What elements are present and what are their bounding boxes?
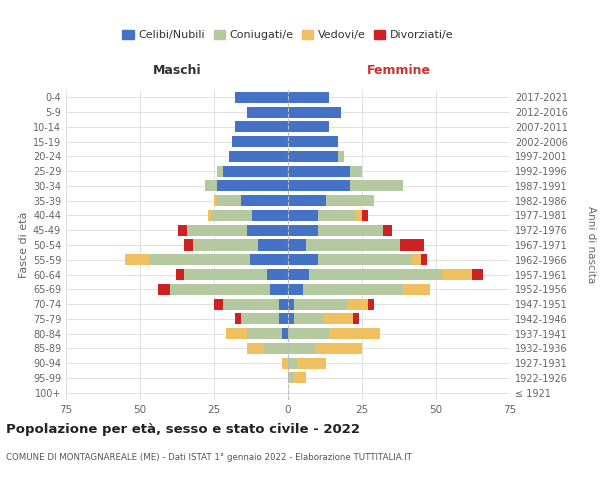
Bar: [317, 224, 383, 236]
Bar: [217, 166, 223, 176]
Bar: [235, 92, 288, 103]
Text: Anni di nascita: Anni di nascita: [586, 206, 596, 284]
Bar: [232, 136, 288, 147]
Bar: [400, 240, 424, 250]
Bar: [297, 358, 326, 368]
Bar: [353, 314, 359, 324]
Bar: [184, 269, 267, 280]
Bar: [288, 136, 338, 147]
Text: Femmine: Femmine: [367, 64, 431, 78]
Bar: [282, 328, 288, 339]
Bar: [288, 298, 294, 310]
Bar: [288, 314, 294, 324]
Bar: [347, 298, 368, 310]
Bar: [350, 166, 362, 176]
Bar: [329, 328, 380, 339]
Bar: [288, 328, 329, 339]
Bar: [214, 298, 223, 310]
Bar: [247, 106, 288, 118]
Bar: [288, 254, 317, 266]
Bar: [294, 372, 306, 384]
Bar: [125, 254, 149, 266]
Text: Popolazione per età, sesso e stato civile - 2022: Popolazione per età, sesso e stato civil…: [6, 422, 360, 436]
Bar: [226, 328, 247, 339]
Bar: [223, 298, 279, 310]
Bar: [214, 195, 217, 206]
Bar: [442, 269, 472, 280]
Bar: [279, 298, 288, 310]
Bar: [187, 224, 247, 236]
Bar: [235, 122, 288, 132]
Bar: [259, 240, 288, 250]
Bar: [265, 343, 288, 354]
Bar: [184, 240, 193, 250]
Bar: [267, 269, 288, 280]
Bar: [288, 343, 314, 354]
Bar: [288, 372, 294, 384]
Bar: [421, 254, 427, 266]
Bar: [158, 284, 170, 295]
Bar: [362, 210, 368, 221]
Bar: [412, 254, 421, 266]
Text: COMUNE DI MONTAGNAREALE (ME) - Dati ISTAT 1° gennaio 2022 - Elaborazione TUTTITA: COMUNE DI MONTAGNAREALE (ME) - Dati ISTA…: [6, 452, 412, 462]
Bar: [178, 224, 187, 236]
Bar: [288, 151, 338, 162]
Bar: [149, 254, 250, 266]
Bar: [229, 151, 288, 162]
Bar: [288, 106, 341, 118]
Bar: [472, 269, 484, 280]
Bar: [288, 240, 306, 250]
Text: Maschi: Maschi: [152, 64, 202, 78]
Bar: [288, 284, 303, 295]
Bar: [288, 210, 317, 221]
Bar: [288, 269, 309, 280]
Bar: [368, 298, 374, 310]
Bar: [294, 314, 323, 324]
Bar: [205, 180, 217, 192]
Bar: [208, 210, 211, 221]
Bar: [282, 358, 288, 368]
Bar: [288, 224, 317, 236]
Bar: [247, 224, 288, 236]
Bar: [303, 284, 403, 295]
Bar: [279, 314, 288, 324]
Bar: [241, 314, 279, 324]
Bar: [241, 195, 288, 206]
Bar: [270, 284, 288, 295]
Bar: [235, 314, 241, 324]
Bar: [314, 343, 362, 354]
Bar: [211, 210, 253, 221]
Bar: [306, 240, 400, 250]
Bar: [288, 358, 297, 368]
Y-axis label: Fasce di età: Fasce di età: [19, 212, 29, 278]
Bar: [193, 240, 259, 250]
Bar: [323, 314, 353, 324]
Bar: [356, 210, 362, 221]
Bar: [217, 195, 241, 206]
Bar: [317, 210, 356, 221]
Bar: [176, 269, 184, 280]
Bar: [288, 92, 329, 103]
Bar: [326, 195, 374, 206]
Bar: [250, 254, 288, 266]
Bar: [223, 166, 288, 176]
Bar: [253, 210, 288, 221]
Legend: Celibi/Nubili, Coniugati/e, Vedovi/e, Divorziati/e: Celibi/Nubili, Coniugati/e, Vedovi/e, Di…: [120, 28, 456, 42]
Bar: [350, 180, 403, 192]
Bar: [288, 166, 350, 176]
Bar: [288, 180, 350, 192]
Bar: [294, 298, 347, 310]
Bar: [288, 195, 326, 206]
Bar: [317, 254, 412, 266]
Bar: [247, 328, 282, 339]
Bar: [288, 122, 329, 132]
Bar: [170, 284, 270, 295]
Bar: [403, 284, 430, 295]
Bar: [247, 343, 265, 354]
Bar: [217, 180, 288, 192]
Bar: [338, 151, 344, 162]
Bar: [309, 269, 442, 280]
Bar: [383, 224, 392, 236]
